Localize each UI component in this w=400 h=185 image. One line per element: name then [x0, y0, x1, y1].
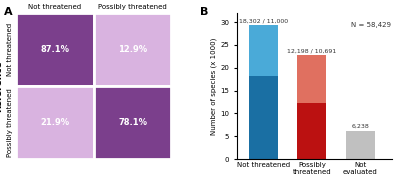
Text: 21.9%: 21.9% [40, 118, 70, 127]
Text: 12,198 / 10,691: 12,198 / 10,691 [287, 48, 336, 53]
Bar [249, 25, 278, 75]
Bar [94, 13, 171, 86]
Text: A: A [4, 7, 13, 17]
Y-axis label: Number of species (x 1000): Number of species (x 1000) [211, 37, 217, 135]
Bar [346, 131, 375, 159]
Bar [94, 86, 171, 159]
Bar [297, 103, 326, 159]
Text: B: B [200, 7, 208, 17]
Bar [16, 86, 94, 159]
Y-axis label: Reference: Reference [0, 60, 3, 112]
Text: 87.1%: 87.1% [40, 45, 69, 54]
Bar [16, 13, 94, 86]
Text: N = 58,429: N = 58,429 [350, 22, 390, 28]
Text: 12.9%: 12.9% [118, 45, 147, 54]
Bar [249, 75, 278, 159]
Text: 6,238: 6,238 [352, 124, 369, 129]
Text: 78.1%: 78.1% [118, 118, 147, 127]
X-axis label: Predicted: Predicted [69, 0, 118, 2]
Bar [297, 55, 326, 103]
Text: 18,302 / 11,000: 18,302 / 11,000 [239, 19, 288, 24]
